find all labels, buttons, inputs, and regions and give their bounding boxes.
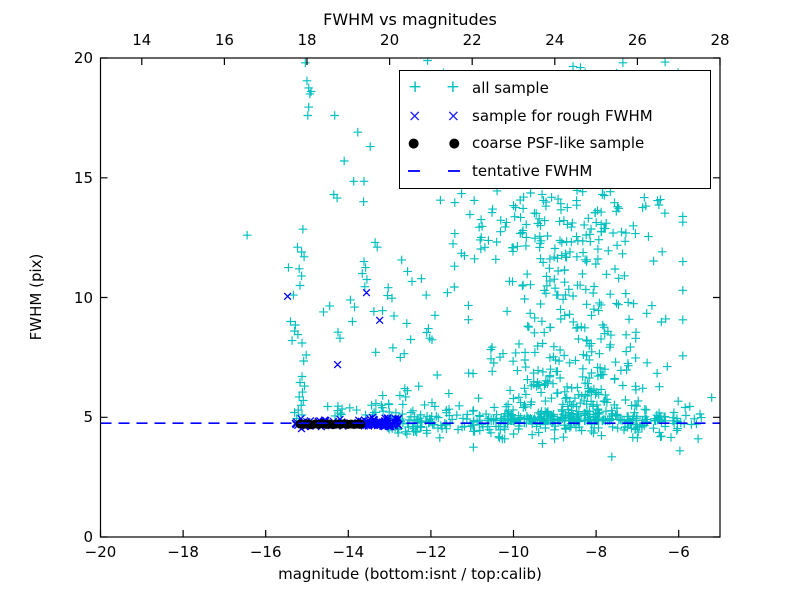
psf-sample-points <box>295 419 366 430</box>
top-tick-label: 16 <box>214 31 234 49</box>
y-tick-label: 0 <box>83 528 93 546</box>
top-tick-label: 28 <box>710 31 730 49</box>
legend-item-all-sample: + + all sample <box>400 74 710 102</box>
x-axis-label: magnitude (bottom:isnt / top:calib) <box>278 565 542 583</box>
y-tick-label: 15 <box>73 168 93 187</box>
top-tick-label: 22 <box>462 31 482 49</box>
dot-marker-icon: ● ● <box>408 135 460 151</box>
top-tick-label: 24 <box>545 31 565 49</box>
legend-label: sample for rough FWHM <box>472 106 653 125</box>
top-tick-label: 26 <box>627 31 647 49</box>
x-tick-label: −18 <box>167 543 199 561</box>
x-tick-label: −20 <box>84 543 117 561</box>
legend-label: all sample <box>472 78 549 97</box>
x-marker-icon: × × <box>408 105 460 125</box>
legend-item-psf-sample: ● ● coarse PSF-like sample <box>400 130 710 158</box>
x-tick-label: −14 <box>332 543 365 561</box>
top-tick-label: 18 <box>297 31 317 49</box>
all-sample-points <box>242 58 716 462</box>
legend-box: + + all sample × × sample for rough FWHM ●… <box>399 70 711 189</box>
x-tick-label: −6 <box>667 543 690 561</box>
y-tick-label: 10 <box>73 288 93 307</box>
top-tick-label: 20 <box>380 31 400 49</box>
chart-title: FWHM vs magnitudes <box>323 10 497 29</box>
x-tick-label: −12 <box>415 543 447 561</box>
x-tick-label: −16 <box>249 543 282 561</box>
legend-label: tentative FWHM <box>472 162 593 181</box>
legend-label: coarse PSF-like sample <box>472 134 645 153</box>
y-tick-label: 5 <box>83 408 93 427</box>
top-tick-label: 14 <box>132 31 152 49</box>
axes-border <box>99 57 721 538</box>
legend-item-tentative-fwhm: tentative FWHM <box>400 157 710 185</box>
x-tick-label: −8 <box>585 543 608 561</box>
legend-item-rough-fwhm: × × sample for rough FWHM <box>400 102 710 130</box>
plus-marker-icon: + + <box>408 77 460 98</box>
x-tick-label: −10 <box>497 543 530 561</box>
dash-marker-icon <box>400 170 460 173</box>
y-tick-label: 20 <box>73 49 93 67</box>
